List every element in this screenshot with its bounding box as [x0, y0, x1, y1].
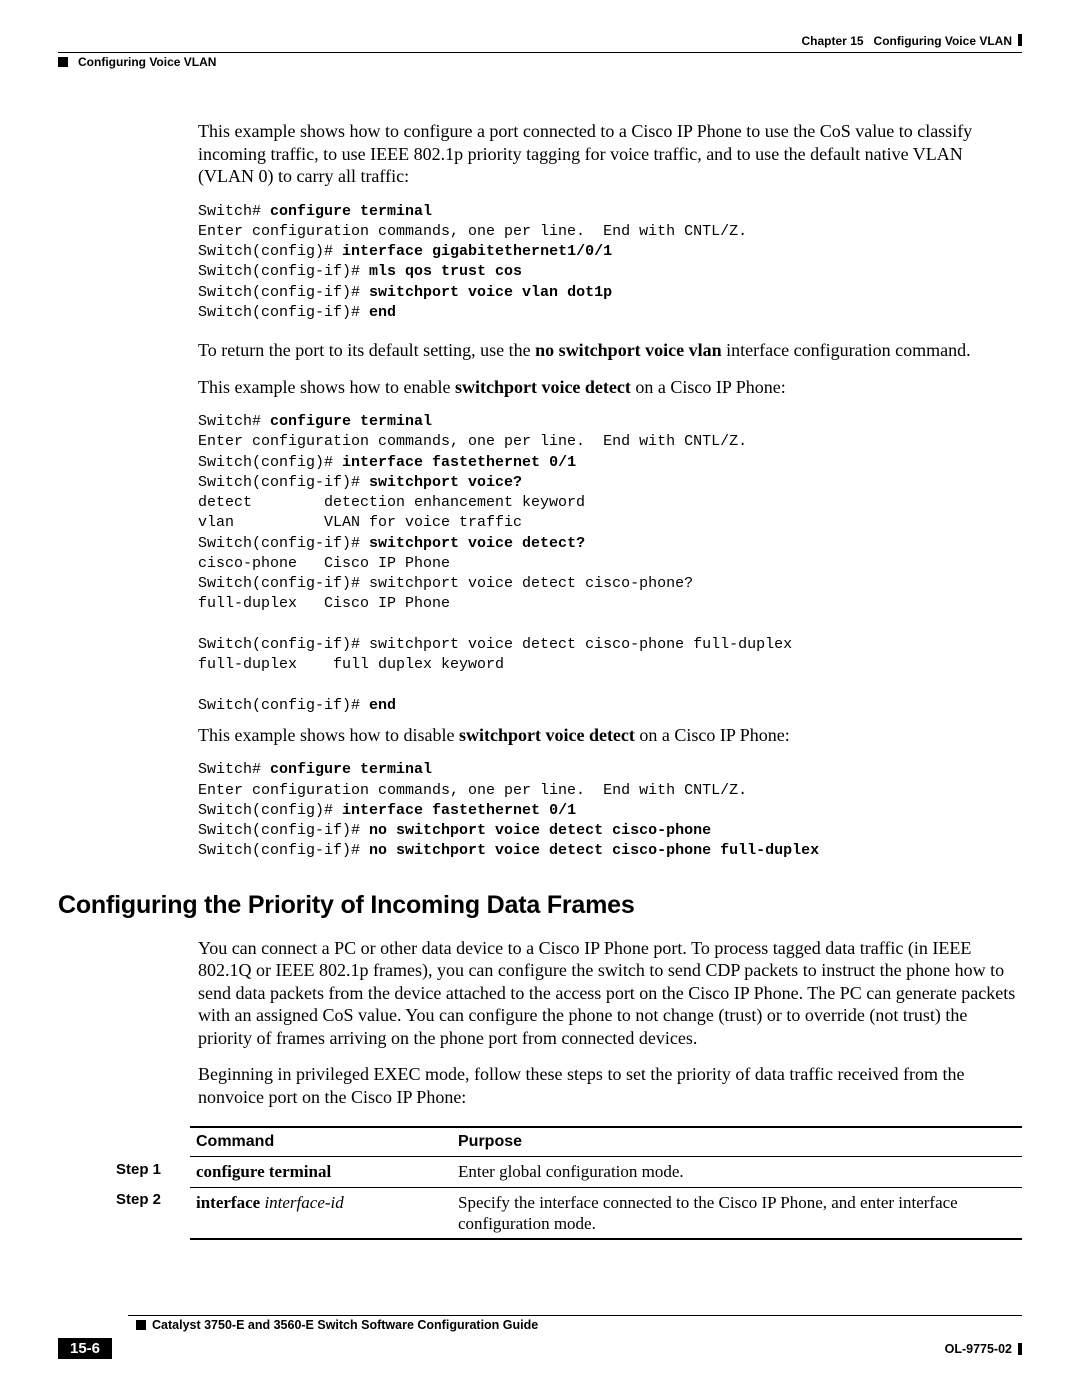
purpose-cell: Enter global configuration mode.	[452, 1157, 1022, 1187]
step-label: Step 2	[116, 1187, 190, 1239]
header-bar-icon	[1018, 34, 1022, 46]
chapter-title: Configuring Voice VLAN	[874, 34, 1012, 48]
guide-title: Catalyst 3750-E and 3560-E Switch Softwa…	[152, 1318, 538, 1332]
heading-2: Configuring the Priority of Incoming Dat…	[58, 890, 1022, 921]
table-header-command: Command	[190, 1127, 452, 1157]
footer-bar-icon	[1018, 1343, 1022, 1355]
step-label: Step 1	[116, 1157, 190, 1187]
table-row: Step 1 configure terminal Enter global c…	[116, 1157, 1022, 1187]
table-header-row: Command Purpose	[116, 1127, 1022, 1157]
paragraph: This example shows how to configure a po…	[198, 120, 1022, 188]
page-footer: Catalyst 3750-E and 3560-E Switch Softwa…	[58, 1315, 1022, 1359]
section-header: Configuring Voice VLAN	[58, 52, 1022, 69]
table-header-empty	[116, 1127, 190, 1157]
chapter-label: Chapter 15	[802, 34, 864, 48]
command-table: Command Purpose Step 1 configure termina…	[116, 1126, 1022, 1240]
section-title: Configuring Voice VLAN	[78, 55, 216, 69]
code-block: Switch# configure terminal Enter configu…	[198, 412, 1022, 716]
page-number: 15-6	[58, 1338, 112, 1359]
paragraph: This example shows how to disable switch…	[198, 724, 1022, 747]
code-block: Switch# configure terminal Enter configu…	[198, 202, 1022, 324]
paragraph: This example shows how to enable switchp…	[198, 376, 1022, 399]
command-cell: configure terminal	[190, 1157, 452, 1187]
document-id: OL-9775-02	[945, 1342, 1022, 1356]
purpose-cell: Specify the interface connected to the C…	[452, 1187, 1022, 1239]
paragraph: You can connect a PC or other data devic…	[198, 937, 1022, 1050]
table-row: Step 2 interface interface-id Specify th…	[116, 1187, 1022, 1239]
square-bullet-icon	[136, 1320, 146, 1330]
paragraph: Beginning in privileged EXEC mode, follo…	[198, 1063, 1022, 1108]
page-content: This example shows how to configure a po…	[198, 120, 1022, 1240]
square-bullet-icon	[58, 57, 68, 67]
command-cell: interface interface-id	[190, 1187, 452, 1239]
table-header-purpose: Purpose	[452, 1127, 1022, 1157]
paragraph: To return the port to its default settin…	[198, 339, 1022, 362]
code-block: Switch# configure terminal Enter configu…	[198, 760, 1022, 861]
running-header: Chapter 15 Configuring Voice VLAN	[58, 34, 1022, 48]
